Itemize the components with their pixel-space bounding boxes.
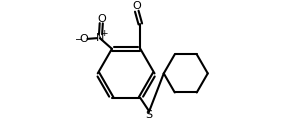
Text: −: − <box>75 35 83 45</box>
Text: O: O <box>132 1 141 11</box>
Text: +: + <box>100 29 108 38</box>
Text: S: S <box>145 110 152 120</box>
Text: O: O <box>79 34 88 44</box>
Text: N: N <box>96 33 104 43</box>
Text: O: O <box>97 14 106 24</box>
